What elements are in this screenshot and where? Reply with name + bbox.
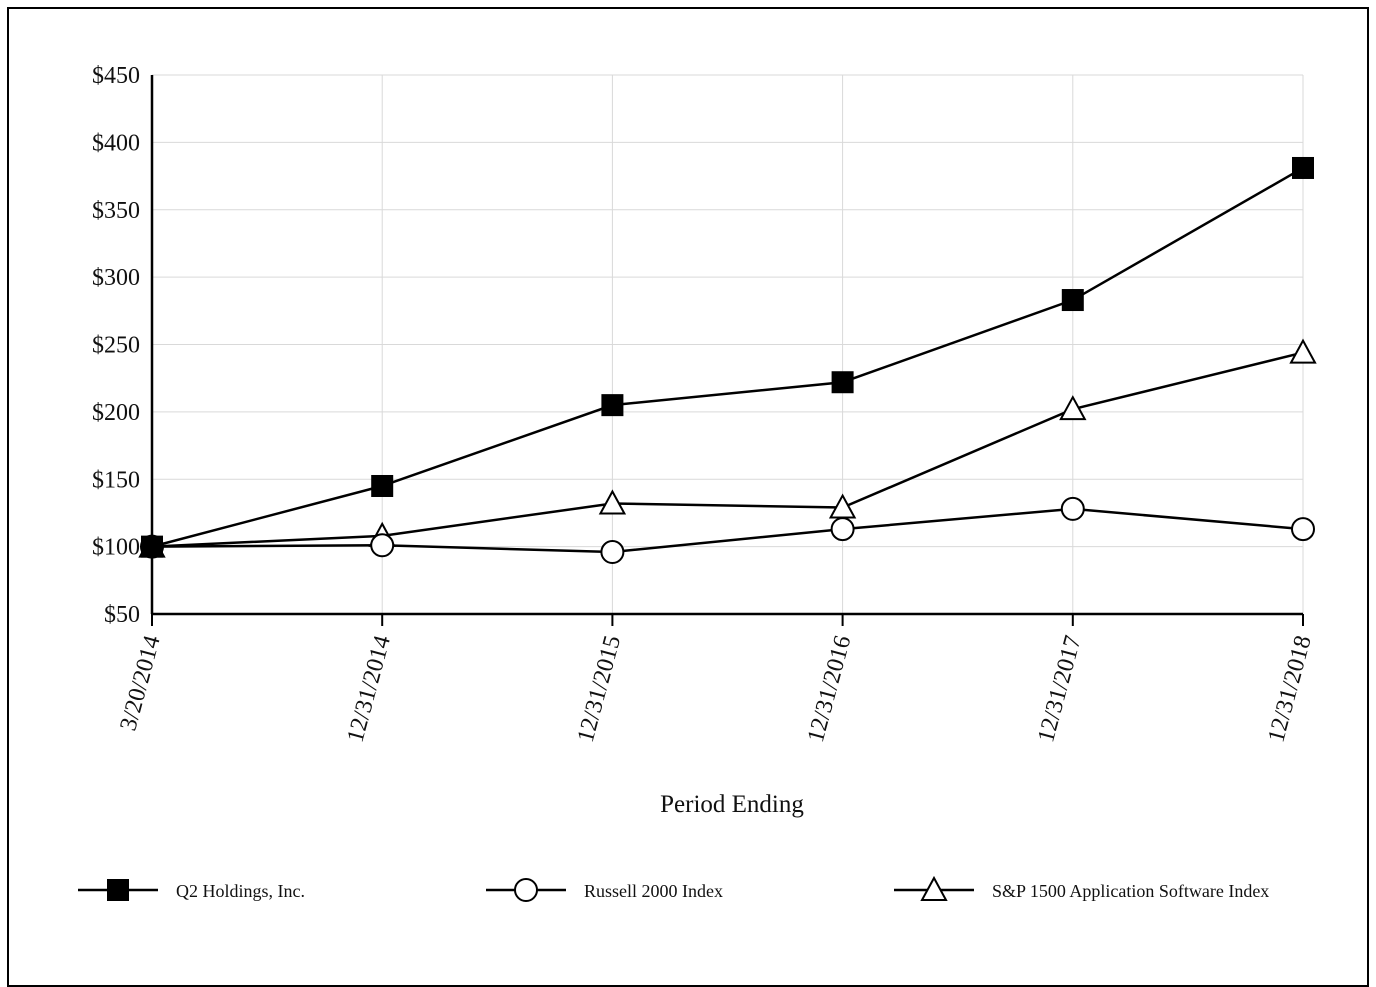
data-point	[830, 517, 855, 542]
y-tick-label: $150	[92, 467, 140, 493]
series-line	[151, 507, 1304, 554]
line-chart: $50 $100 $150 $200 $250 $300 $350 $400 $450 3/20…	[78, 63, 1317, 902]
series-1	[140, 496, 1315, 565]
series-group	[138, 156, 1317, 565]
y-tick-label: $250	[92, 333, 140, 359]
data-point	[1292, 156, 1314, 179]
data-point	[141, 535, 163, 558]
y-tick-label: $100	[92, 535, 140, 561]
data-point	[831, 371, 854, 394]
data-point	[598, 489, 627, 515]
y-tick-label: $400	[92, 130, 140, 156]
y-tick-label: $350	[92, 198, 140, 224]
axes	[150, 75, 1303, 616]
y-tick-label: $200	[92, 400, 140, 426]
data-point	[371, 474, 394, 497]
data-point	[1291, 517, 1315, 542]
legend-marker	[107, 879, 129, 901]
legend-label: Russell 2000 Index	[584, 881, 723, 901]
series-line	[151, 166, 1304, 548]
grid-lines	[152, 74, 1304, 614]
y-tick-label: $50	[104, 602, 140, 628]
y-tick-label: $450	[92, 63, 140, 89]
x-tick-label: 12/31/2017	[1033, 633, 1086, 745]
x-tick-label: 12/31/2014	[343, 633, 396, 745]
x-tick-label: 12/31/2018	[1263, 633, 1316, 745]
legend-label: S&P 1500 Application Software Index	[992, 881, 1269, 901]
legend-item: Q2 Holdings, Inc.	[78, 879, 305, 901]
x-tick-label: 12/31/2016	[803, 633, 856, 745]
data-point	[600, 540, 625, 565]
x-tick-label: 12/31/2015	[573, 633, 626, 745]
series-0	[141, 156, 1314, 558]
legend-item: S&P 1500 Application Software Index	[894, 875, 1269, 901]
x-tick-label: 3/20/2014	[115, 633, 165, 734]
legend-marker	[920, 875, 948, 901]
data-point	[1289, 338, 1317, 364]
data-point	[1059, 395, 1087, 421]
legend-item: Russell 2000 Index	[486, 878, 723, 902]
data-point	[601, 394, 624, 417]
series-line	[151, 351, 1304, 548]
legend: Q2 Holdings, Inc. Russell 2000 Index S&P 1…	[78, 875, 1269, 902]
data-point	[370, 533, 395, 558]
data-point	[1061, 289, 1084, 312]
data-point	[1060, 496, 1085, 521]
x-axis-ticks: 3/20/2014 12/31/2014 12/31/2015 12/31/2016 1…	[115, 614, 1317, 745]
y-tick-label: $300	[92, 265, 140, 291]
y-axis-ticks: $50 $100 $150 $200 $250 $300 $350 $400 $450	[92, 63, 140, 628]
series-2	[138, 338, 1317, 558]
legend-marker	[514, 878, 538, 902]
legend-label: Q2 Holdings, Inc.	[176, 881, 305, 901]
x-axis-label: Period Ending	[660, 791, 804, 818]
